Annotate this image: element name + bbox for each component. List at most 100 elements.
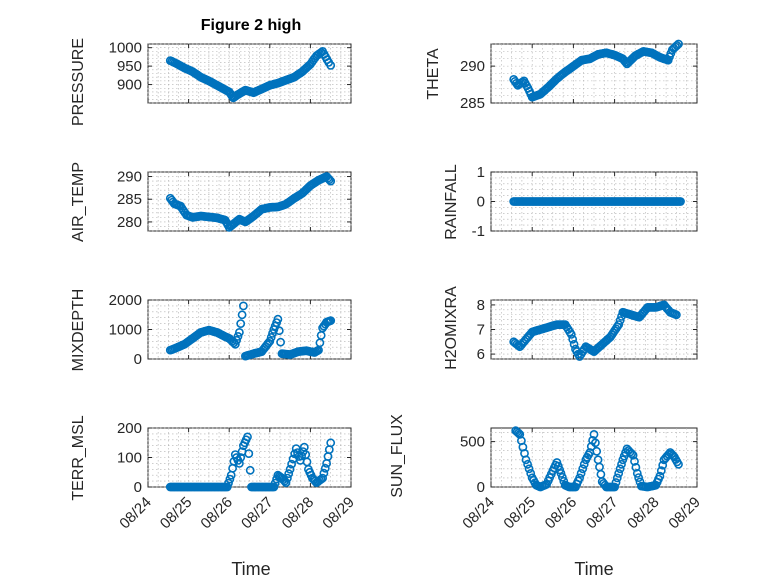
data-point [238, 301, 248, 311]
data-point [274, 326, 284, 336]
data-point [674, 459, 683, 469]
data-point [521, 455, 531, 465]
data-point [575, 473, 584, 483]
y-tick-label: 8 [477, 297, 485, 314]
x-tick-label: 08/29 [665, 494, 704, 533]
x-tick-label: 08/24 [459, 494, 498, 533]
y-tick-label: 290 [117, 169, 142, 186]
data-point [568, 334, 578, 344]
data-point [326, 61, 336, 70]
data-point [634, 473, 643, 482]
ylabel-h2omixra: H2OMIXRA [443, 286, 460, 370]
data-point [672, 41, 682, 50]
data-point [591, 438, 600, 448]
ylabel-pressure: PRESSURE [70, 38, 87, 126]
data-point [282, 473, 292, 483]
y-tick-label: 1000 [109, 322, 142, 339]
y-tick-label: 290 [460, 58, 485, 75]
ylabel-mixdepth: MIXDEPTH [70, 289, 87, 372]
data-point [627, 449, 636, 458]
data-point [222, 482, 232, 492]
ylabel-terr-msl: TERR_MSL [70, 415, 87, 500]
data-point [265, 336, 275, 346]
axes-h2omixra: 6 7 8 [477, 297, 698, 363]
data-point [628, 450, 638, 460]
data-point [276, 337, 285, 347]
data-point [320, 463, 330, 473]
data-point [614, 468, 624, 478]
y-tick-label: 900 [117, 77, 142, 94]
data-point [297, 451, 306, 461]
y-tick-label: -1 [472, 223, 485, 240]
y-tick-label: 200 [117, 420, 142, 437]
y-tick-label: 7 [477, 322, 485, 339]
data-point [236, 319, 246, 328]
y-tick-label: 2000 [109, 292, 142, 309]
x-tick-label: 08/26 [542, 494, 581, 533]
data-point [237, 310, 247, 320]
x-tick-label: 08/26 [197, 494, 236, 533]
data-point [676, 197, 685, 206]
data-point [674, 39, 683, 49]
data-point [234, 327, 244, 337]
data-point [234, 458, 244, 468]
axes-sun-flux: 08/24 08/25 08/26 08/27 08/28 08/29 0 500 [459, 426, 704, 533]
data-point [524, 464, 534, 474]
x-tick-label: 08/28 [279, 494, 318, 533]
data-point [245, 465, 255, 475]
y-tick-label: 100 [117, 450, 142, 467]
x-tick-label: 08/29 [319, 494, 358, 533]
data-point [318, 473, 327, 483]
axes-terr-msl: 08/24 08/25 08/26 08/27 08/28 08/29 0 100 200 [116, 420, 358, 532]
data-point [326, 176, 336, 186]
x-tick-label: 08/25 [157, 494, 196, 533]
data-point [672, 310, 681, 320]
data-point [556, 468, 566, 478]
data-point [523, 459, 532, 469]
data-point [236, 453, 246, 462]
data-point [592, 446, 602, 456]
data-point [514, 428, 523, 438]
data-point [324, 175, 334, 184]
y-tick-label: 285 [117, 191, 142, 208]
data-point [225, 474, 235, 484]
xlabel-right: Time [574, 559, 613, 579]
data-point [269, 482, 279, 492]
y-tick-label: 0 [134, 479, 142, 496]
axes-theta: 285 290 [460, 39, 698, 112]
data-point [611, 478, 621, 487]
data-point [243, 432, 252, 442]
data-point [266, 332, 276, 342]
y-tick-label: 950 [117, 58, 142, 75]
data-point [224, 478, 233, 488]
data-point [273, 314, 283, 324]
xlabel-left: Time [231, 559, 270, 579]
x-tick-label: 08/25 [500, 494, 539, 533]
data-point [576, 468, 586, 478]
data-point [244, 449, 254, 458]
data-point [558, 472, 567, 482]
x-tick-label: 08/24 [116, 494, 155, 533]
data-point [281, 478, 291, 487]
data-point [270, 478, 280, 488]
data-point [578, 464, 588, 474]
data-point [610, 482, 619, 492]
ylabel-theta: THETA [425, 48, 442, 100]
x-tick-label: 08/27 [583, 494, 622, 533]
data-point [319, 468, 329, 478]
data-point [326, 438, 336, 448]
y-tick-label: 1000 [109, 40, 142, 57]
chart-title: Figure 2 high [201, 17, 301, 34]
data-point [230, 339, 240, 349]
data-point [285, 464, 295, 474]
data-point [615, 316, 625, 325]
data-point [232, 335, 241, 345]
data-point [658, 460, 668, 470]
data-point [614, 320, 624, 329]
ylabel-air-temp: AIR_TEMP [70, 162, 87, 242]
data-point [615, 464, 625, 474]
y-tick-label: 0 [477, 479, 485, 496]
data-point [612, 473, 622, 483]
